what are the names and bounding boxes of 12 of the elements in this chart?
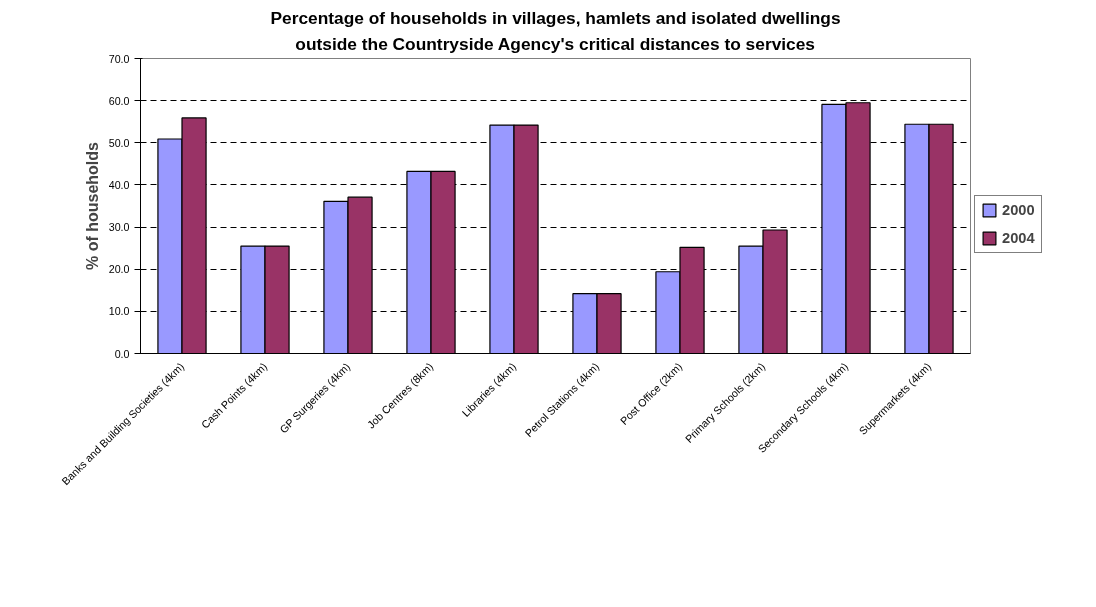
y-tick-label: 50.0 (108, 136, 130, 149)
chart-title: Percentage of households in villages, hamlets and isolated dwellings outside the Countryside Agency's critical distances to services (270, 7, 841, 54)
y-axis-title: % of households (83, 141, 101, 270)
legend-label: 2000 (1002, 202, 1035, 218)
y-tick-label: 10.0 (108, 305, 130, 318)
y-tick-label: 60.0 (108, 94, 130, 107)
y-tick-label: 20.0 (108, 263, 130, 276)
y-tick-label: 0.0 (114, 347, 130, 360)
legend-label: 2004 (1002, 230, 1035, 246)
y-tick-label: 40.0 (108, 178, 130, 191)
y-tick-label: 70.0 (108, 52, 130, 65)
y-tick-label: 30.0 (108, 221, 130, 234)
